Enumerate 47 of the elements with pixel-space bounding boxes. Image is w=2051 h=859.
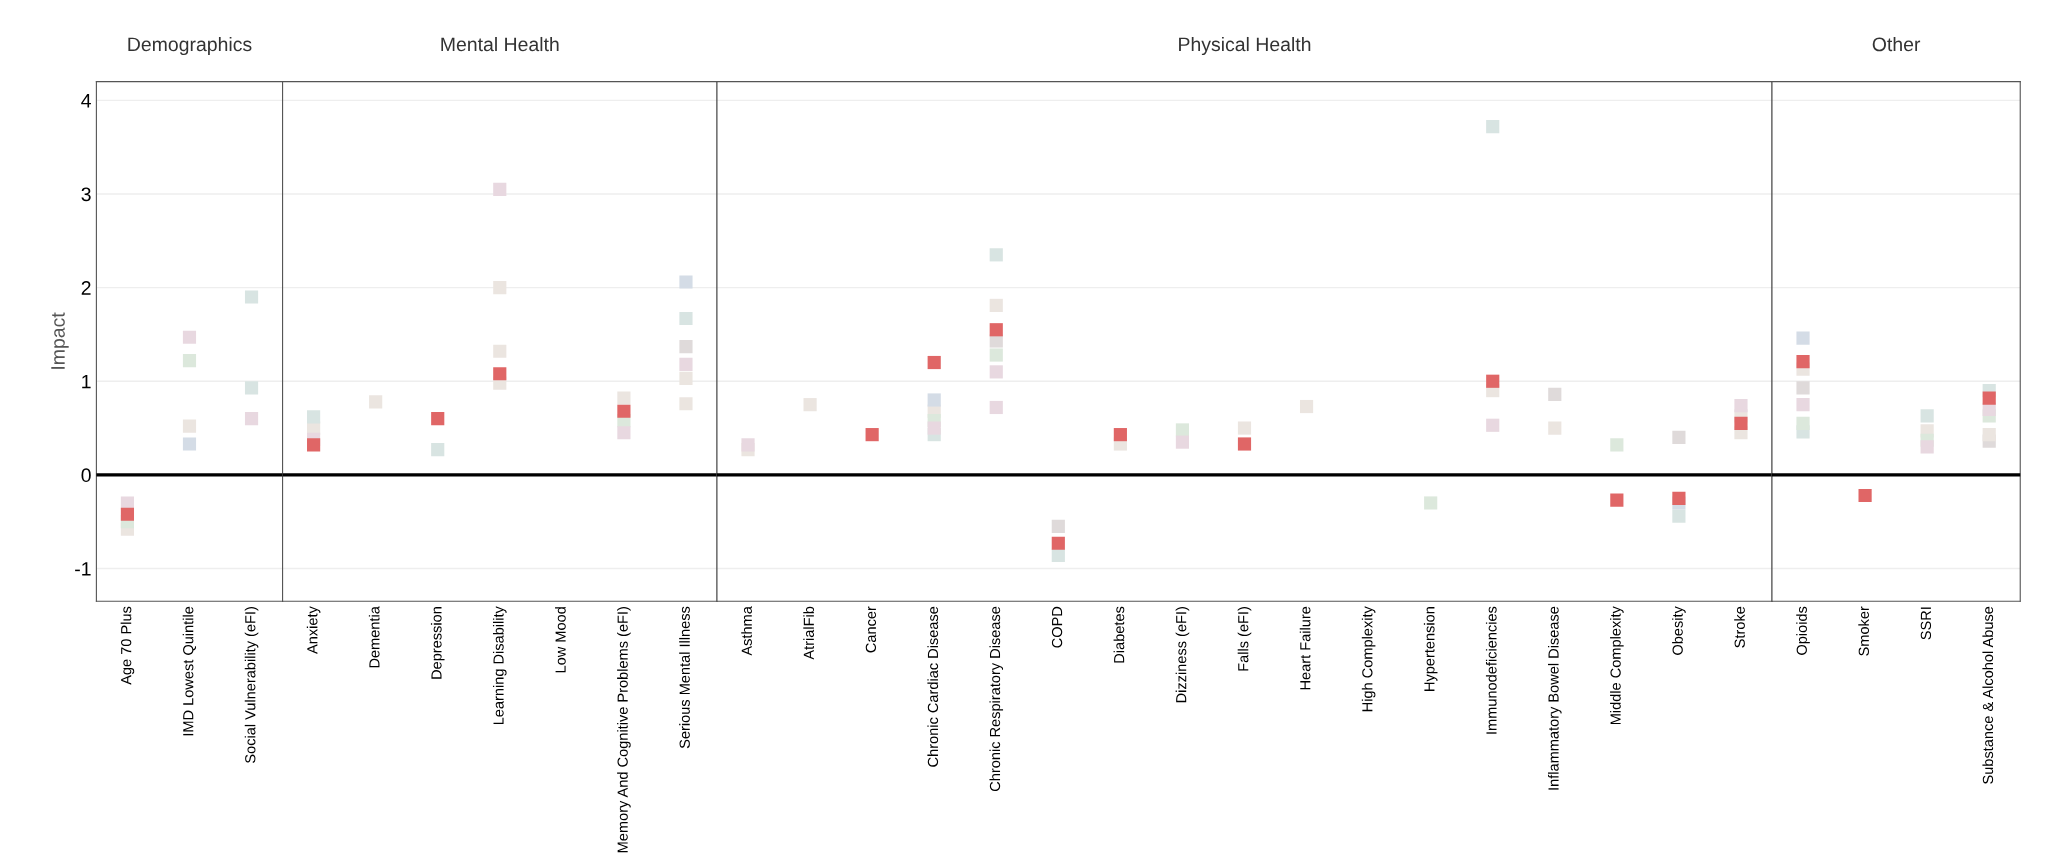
x-tick-label: Immunodeficiencies: [1485, 606, 1497, 734]
x-tick-label: Chronic Respiratory Disease: [989, 606, 1004, 792]
x-tick-label: Falls (eFI): [1237, 607, 1252, 671]
y-tick-label: 2: [81, 281, 91, 295]
point: [120, 507, 135, 521]
x-tick-label: Learning Disability: [492, 606, 507, 725]
chart-title: Mental Health: [441, 36, 559, 52]
x-tick-label: Dizziness (eFI): [1175, 607, 1190, 703]
y-tick-label: -1: [75, 562, 91, 576]
x-tick-label: Obesity: [1672, 606, 1686, 655]
x-tick-label: Anxiety: [306, 606, 321, 654]
x-tick-label: Serious Mental Illness: [679, 606, 690, 749]
point: [244, 412, 259, 426]
x-tick-label: Middle Complexity: [1610, 606, 1624, 725]
x-tick-label: Dementia: [368, 606, 380, 668]
x-tick-label: Opioids: [1796, 606, 1810, 655]
point: [182, 330, 197, 344]
y-tick-label: 4: [81, 94, 91, 108]
x-tick-label: Hypertension: [1423, 607, 1438, 691]
x-tick-label: Diabetes: [1113, 606, 1125, 663]
x-tick-label: Substance & Alcohol Abuse: [1982, 606, 1994, 784]
x-tick-label: High Complexity: [1361, 606, 1376, 712]
y-axis-title: Impact: [51, 312, 69, 369]
x-tick-label: Inflammatory Bowel Disease: [1547, 606, 1562, 790]
y-tick-label: 1: [82, 374, 91, 389]
point: [182, 354, 197, 368]
chart-title: Physical Health: [1179, 36, 1311, 56]
point: [182, 419, 197, 433]
x-tick-label: COPD: [1051, 606, 1063, 648]
x-tick-label: Asthma: [741, 606, 752, 656]
x-tick-label: Low Mood: [555, 607, 566, 673]
x-tick-label: Heart Failure: [1299, 606, 1311, 690]
x-tick-label: SSRI: [1920, 607, 1932, 640]
x-tick-label: Depression: [430, 607, 445, 679]
x-tick-label: AtrialFib: [803, 606, 814, 660]
x-tick-label: Stroke: [1734, 606, 1745, 648]
x-tick-label: Memory And Cognitive Problems (eFI): [617, 607, 631, 853]
x-tick-label: IMD Lowest Quintile: [182, 606, 197, 736]
x-tick-label: Age 70 Plus: [120, 606, 135, 685]
x-tick-label: Chronic Cardiac Disease: [927, 606, 939, 767]
x-tick-label: Smoker: [1858, 606, 1869, 656]
x-tick-label: Cancer: [865, 606, 877, 653]
chart-title: Demographics: [128, 36, 252, 56]
y-tick-label: 0: [81, 468, 91, 483]
x-tick-label: Social Vulnerability (eFI): [244, 607, 259, 763]
y-tick-label: 3: [81, 187, 91, 202]
chart-title: Other: [1872, 36, 1921, 52]
